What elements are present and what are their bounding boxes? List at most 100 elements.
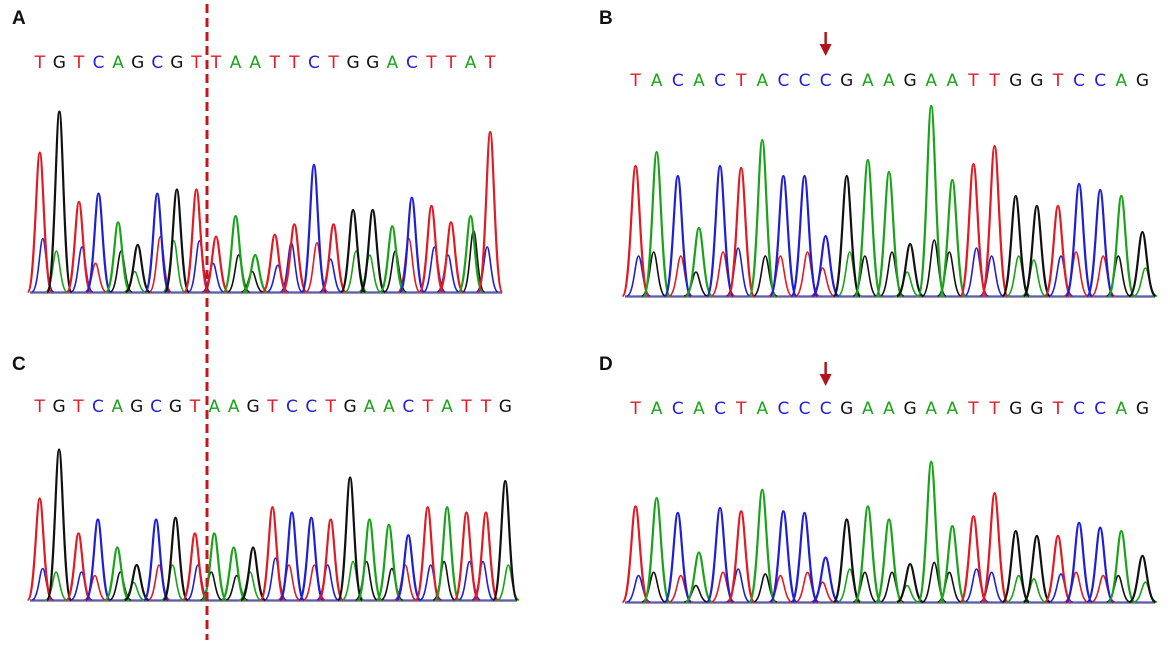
trace-peak	[437, 221, 465, 294]
base-call-letter: A	[651, 399, 663, 419]
base-call-letter: G	[347, 53, 360, 73]
base-call-letter: C	[714, 399, 726, 419]
base-call-letter: A	[386, 53, 398, 73]
base-call-letter: A	[230, 53, 242, 73]
trace-peak	[663, 174, 692, 298]
base-call-letter: C	[1073, 71, 1085, 91]
base-call-letter: C	[799, 399, 811, 419]
base-call-letter: G	[904, 399, 917, 419]
base-call-letter: G	[840, 71, 853, 91]
base-call-letter: T	[422, 397, 434, 417]
chromatogram-traces	[621, 104, 1158, 298]
base-call-letter: G	[170, 53, 183, 73]
trace-peak	[726, 166, 756, 298]
trace-peak	[298, 516, 325, 602]
trace-peak	[874, 170, 904, 298]
base-call-letter: A	[947, 71, 959, 91]
trace-peak	[663, 511, 692, 604]
trace-peak	[320, 223, 347, 294]
trace-peak	[853, 158, 883, 298]
base-call-letter: T	[269, 53, 281, 73]
trace-peak	[398, 196, 426, 294]
trace-peak	[748, 488, 777, 604]
base-call-letter: T	[425, 53, 437, 73]
trace-peak	[476, 130, 504, 294]
base-call-letter: A	[249, 53, 261, 73]
panel-label-d: D	[599, 354, 613, 375]
base-call-letter: A	[111, 397, 123, 417]
trace-peak	[1128, 554, 1157, 604]
base-call-letter: T	[735, 399, 747, 419]
trace-peak	[181, 532, 209, 602]
base-call-letter: A	[693, 71, 705, 91]
base-call-letter: G	[1136, 71, 1149, 91]
base-call-letter: G	[53, 53, 66, 73]
panel-label-a: A	[12, 8, 26, 29]
overlay-peak	[148, 235, 172, 293]
trace-peak	[414, 506, 441, 602]
base-call-letter: T	[73, 53, 85, 73]
base-call-letter: T	[460, 397, 472, 417]
trace-peak	[300, 163, 328, 294]
trace-peak	[917, 104, 946, 298]
chromatogram-traces	[621, 460, 1158, 604]
trace-peak	[1086, 188, 1115, 298]
base-call-letter: A	[693, 399, 705, 419]
trace-peak	[1043, 204, 1073, 298]
base-call-letter: T	[327, 53, 339, 73]
base-call-letter: G	[840, 399, 853, 419]
trace-peak	[202, 235, 230, 294]
base-call-letter: C	[92, 397, 104, 417]
trace-peak	[162, 516, 189, 602]
trace-peak	[769, 174, 798, 298]
panel-label-b: B	[599, 8, 613, 29]
trace-peak	[705, 164, 735, 298]
base-call-letter: A	[1115, 399, 1127, 419]
trace-peak	[239, 546, 267, 602]
base-call-letter: T	[190, 53, 202, 73]
trace-peak	[46, 110, 73, 294]
variant-arrow-icon	[819, 362, 832, 386]
trace-peak	[1064, 521, 1094, 604]
chromatogram-traces	[26, 448, 520, 602]
base-call-letter: G	[1030, 399, 1043, 419]
base-call-letter: A	[925, 399, 937, 419]
trace-peak	[242, 253, 268, 294]
base-call-letter: A	[383, 397, 395, 417]
trace-peak	[104, 221, 132, 294]
trace-peak	[453, 511, 480, 602]
trace-peak	[472, 511, 500, 602]
trace-peak	[832, 518, 861, 604]
trace-peak	[705, 506, 735, 604]
base-call-letter: T	[1052, 71, 1064, 91]
base-call-letter: C	[820, 71, 832, 91]
trace-peak	[1064, 182, 1094, 298]
trace-peak	[65, 200, 93, 294]
trace-peak	[359, 208, 386, 294]
trace-peak	[375, 523, 403, 602]
trace-peak	[1128, 230, 1157, 298]
base-call-letter: T	[34, 397, 46, 417]
base-call-letter: T	[484, 53, 496, 73]
trace-peak	[642, 496, 671, 604]
base-call-letter: T	[967, 71, 979, 91]
base-call-letter: A	[947, 399, 959, 419]
base-call-letter: A	[1115, 71, 1127, 91]
trace-peak	[811, 234, 840, 298]
trace-peak	[379, 225, 406, 294]
trace-peak	[895, 242, 925, 298]
trace-peak	[278, 511, 306, 602]
base-call-letter: T	[325, 397, 337, 417]
trace-peak	[811, 556, 840, 604]
trace-peak	[183, 188, 210, 294]
trace-peak	[938, 524, 967, 604]
